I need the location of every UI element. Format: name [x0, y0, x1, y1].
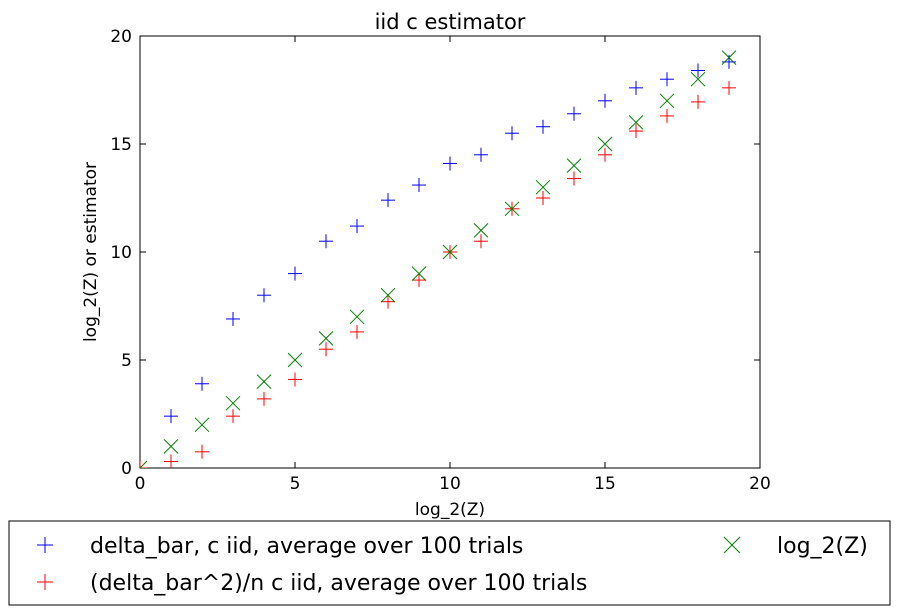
- data-point: [629, 80, 643, 95]
- data-point: [257, 391, 271, 406]
- y-tick-label: 20: [110, 27, 132, 47]
- data-point: [660, 108, 674, 123]
- data-point: [722, 80, 736, 95]
- data-point: [194, 417, 210, 433]
- legend-label: log_2(Z): [777, 534, 868, 559]
- x-tick-label: 5: [290, 474, 301, 494]
- data-point: [412, 178, 426, 193]
- legend-marker: [37, 574, 53, 590]
- data-point: [536, 191, 550, 205]
- data-point: [659, 93, 675, 109]
- data-point: [164, 409, 178, 424]
- data-point: [349, 309, 365, 325]
- data-point: [412, 273, 426, 288]
- legend-marker: [723, 536, 741, 554]
- x-tick-label: 15: [594, 474, 616, 494]
- data-point: [288, 266, 302, 281]
- y-axis-label: log_2(Z) or estimator: [81, 162, 101, 342]
- data-point: [195, 444, 209, 459]
- x-axis-label: log_2(Z): [415, 500, 485, 520]
- data-point: [690, 71, 706, 87]
- x-tick-label: 10: [439, 474, 461, 494]
- data-point: [566, 158, 582, 173]
- data-point: [380, 287, 396, 303]
- series-3: [140, 50, 737, 468]
- y-tick-label: 0: [121, 459, 132, 479]
- series-2: [140, 80, 736, 468]
- data-point: [504, 201, 520, 217]
- legend-entry: log_2(Z): [723, 534, 868, 559]
- data-point: [721, 50, 737, 65]
- data-point: [319, 342, 333, 357]
- data-point: [287, 352, 303, 368]
- data-point: [288, 372, 302, 387]
- data-point: [226, 311, 240, 326]
- data-point: [140, 460, 148, 468]
- data-point: [660, 72, 674, 87]
- data-points: [140, 50, 737, 468]
- data-point: [474, 147, 488, 162]
- legend-entry: delta_bar, c iid, average over 100 trial…: [37, 534, 523, 559]
- legend-box: [8, 520, 891, 606]
- data-point: [411, 266, 427, 281]
- y-tick-label: 5: [121, 351, 132, 371]
- data-point: [597, 136, 613, 152]
- data-point: [598, 93, 612, 108]
- data-point: [163, 439, 179, 454]
- data-point: [164, 454, 178, 468]
- data-point: [691, 94, 705, 109]
- data-point: [473, 223, 489, 238]
- data-point: [318, 331, 334, 346]
- legend: delta_bar, c iid, average over 100 trial…: [8, 520, 891, 606]
- data-point: [505, 126, 519, 141]
- data-point: [381, 193, 395, 208]
- data-point: [691, 63, 705, 78]
- data-point: [350, 324, 364, 339]
- data-point: [443, 156, 457, 171]
- y-tick-label: 15: [110, 135, 132, 155]
- data-point: [442, 244, 458, 260]
- data-point: [195, 376, 209, 391]
- data-point: [536, 119, 550, 134]
- legend-entry: (delta_bar^2)/n c iid, average over 100 …: [37, 571, 587, 596]
- legend-label: delta_bar, c iid, average over 100 trial…: [90, 534, 523, 559]
- legend-marker: [37, 537, 53, 553]
- data-point: [567, 171, 581, 186]
- data-point: [598, 147, 612, 162]
- data-point: [381, 294, 395, 309]
- x-tick-label: 20: [749, 474, 771, 494]
- data-point: [350, 219, 364, 234]
- chart-title: iid c estimator: [375, 10, 526, 34]
- data-point: [225, 395, 241, 411]
- y-tick-label: 10: [110, 243, 132, 263]
- data-point: [257, 288, 271, 303]
- data-point: [535, 179, 551, 195]
- data-point: [567, 106, 581, 121]
- legend-label: (delta_bar^2)/n c iid, average over 100 …: [90, 571, 587, 596]
- data-point: [319, 234, 333, 249]
- data-point: [629, 124, 643, 139]
- data-point: [226, 409, 240, 424]
- data-point: [474, 234, 488, 249]
- x-tick-label: 0: [135, 474, 146, 494]
- data-point: [256, 374, 272, 389]
- series-1: [140, 54, 736, 468]
- axis-ticks: 0 5 10 15 20 0 5 10 15 20: [110, 27, 770, 494]
- data-point: [628, 115, 644, 130]
